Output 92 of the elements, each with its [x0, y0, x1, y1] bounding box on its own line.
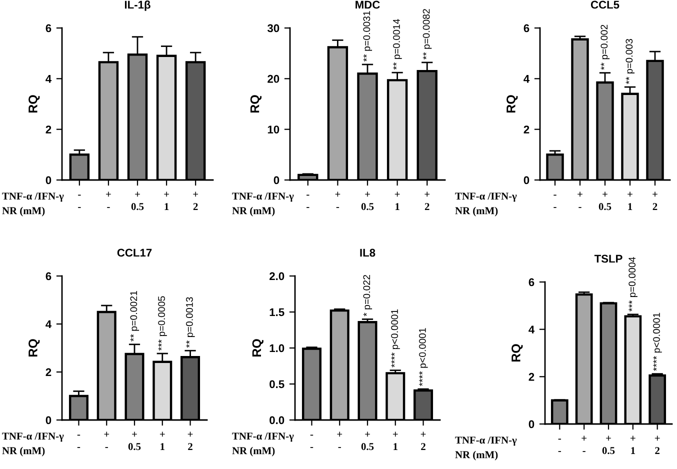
text: TNF-α /IFN-γ — [455, 436, 517, 446]
x-tick-label: + - — [337, 432, 342, 448]
y-axis-title: RQ — [512, 344, 523, 362]
x-tick-label: - - — [558, 438, 562, 452]
y-tick-label: 30 — [267, 24, 280, 32]
x-tick-label: + 1 — [164, 192, 169, 210]
y-tick-label: 2 — [46, 368, 52, 376]
x-tick-label: + 1 — [394, 192, 400, 210]
x-tick-label: + 0.5 — [128, 432, 141, 450]
x-tick-label: + 0.5 — [361, 432, 374, 450]
chart-title: CCL5 — [590, 0, 620, 9]
annotation: ** p=0.002 — [600, 24, 610, 70]
y-tick-label: 1.0 — [270, 344, 284, 352]
x-tick-label: + 2 — [193, 192, 198, 210]
y-tick-label: 4 — [46, 320, 52, 328]
text: NR (mM) — [455, 206, 498, 216]
x-tick-label: + - — [106, 192, 111, 208]
x-tick-label: + 0.5 — [602, 436, 615, 454]
annotation: **** p<0.0001 — [418, 328, 428, 386]
y-tick-label: 4 — [46, 75, 52, 83]
y-tick-label: 0 — [274, 176, 280, 184]
y-tick-label: 4 — [524, 75, 530, 83]
y-tick-label: 6 — [524, 24, 530, 32]
x-tick-label: + - — [104, 432, 110, 448]
x-tick-label: - - — [78, 194, 81, 208]
y-tick-label: 2 — [46, 126, 52, 134]
x-tick-label: + 0.5 — [131, 192, 144, 210]
x-tick-label: + 0.5 — [361, 192, 374, 210]
annotation: **** p<0.0001 — [653, 312, 662, 371]
chart-title: TSLP — [594, 254, 622, 263]
y-axis-title: RQ — [250, 95, 262, 113]
annotation: ** p=0.0013 — [186, 297, 195, 348]
y-tick-label: 0 — [46, 176, 52, 184]
chart-title: CCL17 — [117, 248, 152, 257]
y-tick-label: 4 — [528, 326, 535, 334]
x-tick-label: + 2 — [424, 192, 430, 210]
y-tick-label: 2 — [524, 126, 530, 134]
annotation: ** p=0.0021 — [130, 291, 140, 342]
text: NR (mM) — [2, 446, 45, 456]
x-tick-label: + 2 — [654, 436, 660, 454]
x-tick-label: - - — [77, 434, 80, 448]
chart-title: IL-1β — [124, 0, 150, 11]
x-tick-label: + 2 — [420, 432, 426, 450]
chart-title: MDC — [356, 0, 380, 9]
x-tick-label: + - — [582, 436, 586, 452]
y-tick-label: 6 — [46, 24, 52, 32]
y-tick-label: 0 — [528, 420, 534, 428]
x-tick-label: + 1 — [392, 432, 398, 450]
text: NR (mM) — [232, 446, 275, 456]
annotation: **** p<0.0001 — [391, 309, 400, 368]
annotation: ** p=0.003 — [626, 38, 635, 84]
x-tick-label: - - — [306, 194, 310, 208]
annotation: ** p=0.0031 — [363, 11, 372, 62]
text: TNF-α /IFN-γ — [232, 432, 294, 442]
y-axis-title: RQ — [252, 339, 264, 357]
x-tick-label: + 1 — [160, 432, 165, 450]
annotation: ** p=0.0082 — [422, 9, 432, 60]
y-axis-title: RQ — [28, 339, 40, 357]
y-tick-label: 0 — [524, 176, 530, 184]
text: NR (mM) — [232, 206, 275, 216]
annotation: * p=0.022 — [363, 275, 372, 316]
y-tick-label: 20 — [268, 74, 280, 83]
y-axis-title: RQ — [506, 95, 518, 113]
x-tick-label: + - — [578, 192, 582, 208]
chart-title: IL8 — [360, 248, 376, 257]
x-tick-label: - - — [554, 194, 556, 208]
y-tick-label: 6 — [46, 272, 52, 280]
annotation: ** p=0.0014 — [393, 19, 402, 70]
x-tick-label: + 1 — [628, 192, 632, 210]
text: TNF-α /IFN-γ — [232, 192, 294, 202]
y-tick-label: 2 — [528, 372, 534, 381]
y-tick-label: 6 — [528, 278, 534, 286]
text: TNF-α /IFN-γ — [2, 432, 64, 442]
y-tick-label: 0.5 — [270, 380, 284, 388]
text: TNF-α /IFN-γ — [455, 192, 517, 202]
text: TNF-α /IFN-γ — [2, 192, 64, 202]
x-tick-label: + 0.5 — [598, 192, 612, 210]
y-axis-title: RQ — [28, 95, 40, 113]
y-tick-label: 0.0 — [270, 416, 284, 424]
y-tick-label: 0 — [46, 416, 52, 424]
x-tick-label: + 1 — [630, 436, 636, 454]
annotation: *** p=0.0005 — [158, 296, 167, 351]
y-tick-label: 10 — [268, 126, 280, 134]
x-tick-label: + 2 — [652, 192, 658, 210]
y-tick-label: 1.5 — [270, 308, 284, 316]
text: NR (mM) — [455, 450, 498, 460]
annotation: *** p=0.0004 — [628, 257, 638, 312]
text: NR (mM) — [2, 206, 45, 216]
y-tick-label: 2.0 — [270, 272, 284, 280]
x-tick-label: + - — [335, 192, 340, 208]
x-tick-label: + 2 — [188, 432, 193, 450]
x-tick-label: - - — [310, 434, 314, 448]
